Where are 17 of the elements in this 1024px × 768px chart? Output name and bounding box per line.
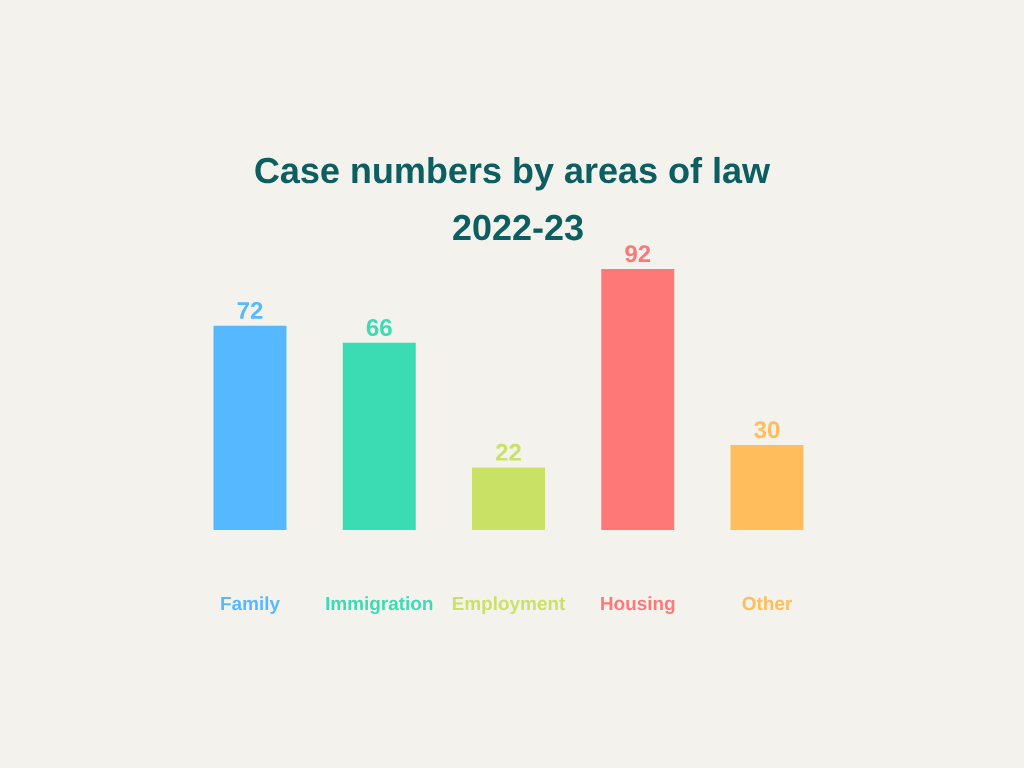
chart-title: Case numbers by areas of law [255,156,771,191]
bar [601,269,675,531]
data-label: 30 [754,421,780,439]
x-tick-label: Employment [452,596,566,614]
bar [213,325,287,531]
data-label: 66 [366,319,392,336]
bar [730,444,804,531]
x-tick-label: Other [742,596,792,611]
x-tick-label: Family [221,596,280,614]
chart-subtitle: 2022-23 [453,214,583,241]
data-label: 72 [237,301,263,319]
data-label: 22 [495,443,521,461]
x-tick-label: Immigration [326,596,433,615]
bar [472,467,546,531]
x-tick-label: Housing [601,596,675,615]
bar [342,342,416,531]
data-label: 92 [625,245,651,263]
